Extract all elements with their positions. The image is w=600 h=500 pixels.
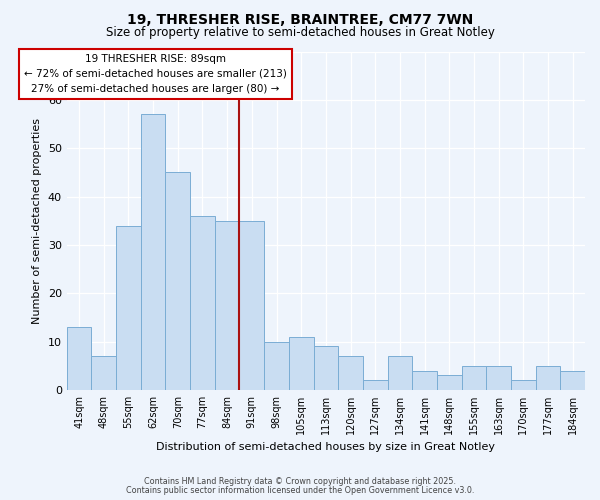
Text: Contains public sector information licensed under the Open Government Licence v3: Contains public sector information licen… — [126, 486, 474, 495]
Bar — [91, 356, 116, 390]
Bar — [338, 356, 363, 390]
Bar — [289, 336, 314, 390]
Bar — [486, 366, 511, 390]
Bar — [264, 342, 289, 390]
Bar — [190, 216, 215, 390]
Bar — [412, 370, 437, 390]
Bar — [314, 346, 338, 390]
Bar — [116, 226, 141, 390]
Bar — [388, 356, 412, 390]
Bar — [437, 376, 461, 390]
Bar — [141, 114, 166, 390]
Text: Contains HM Land Registry data © Crown copyright and database right 2025.: Contains HM Land Registry data © Crown c… — [144, 477, 456, 486]
Bar — [363, 380, 388, 390]
Y-axis label: Number of semi-detached properties: Number of semi-detached properties — [32, 118, 42, 324]
Text: 19 THRESHER RISE: 89sqm
← 72% of semi-detached houses are smaller (213)
27% of s: 19 THRESHER RISE: 89sqm ← 72% of semi-de… — [24, 54, 287, 94]
X-axis label: Distribution of semi-detached houses by size in Great Notley: Distribution of semi-detached houses by … — [157, 442, 496, 452]
Bar — [511, 380, 536, 390]
Bar — [461, 366, 486, 390]
Bar — [536, 366, 560, 390]
Bar — [166, 172, 190, 390]
Bar — [215, 220, 239, 390]
Bar — [560, 370, 585, 390]
Text: Size of property relative to semi-detached houses in Great Notley: Size of property relative to semi-detach… — [106, 26, 494, 39]
Text: 19, THRESHER RISE, BRAINTREE, CM77 7WN: 19, THRESHER RISE, BRAINTREE, CM77 7WN — [127, 12, 473, 26]
Bar — [239, 220, 264, 390]
Bar — [67, 327, 91, 390]
